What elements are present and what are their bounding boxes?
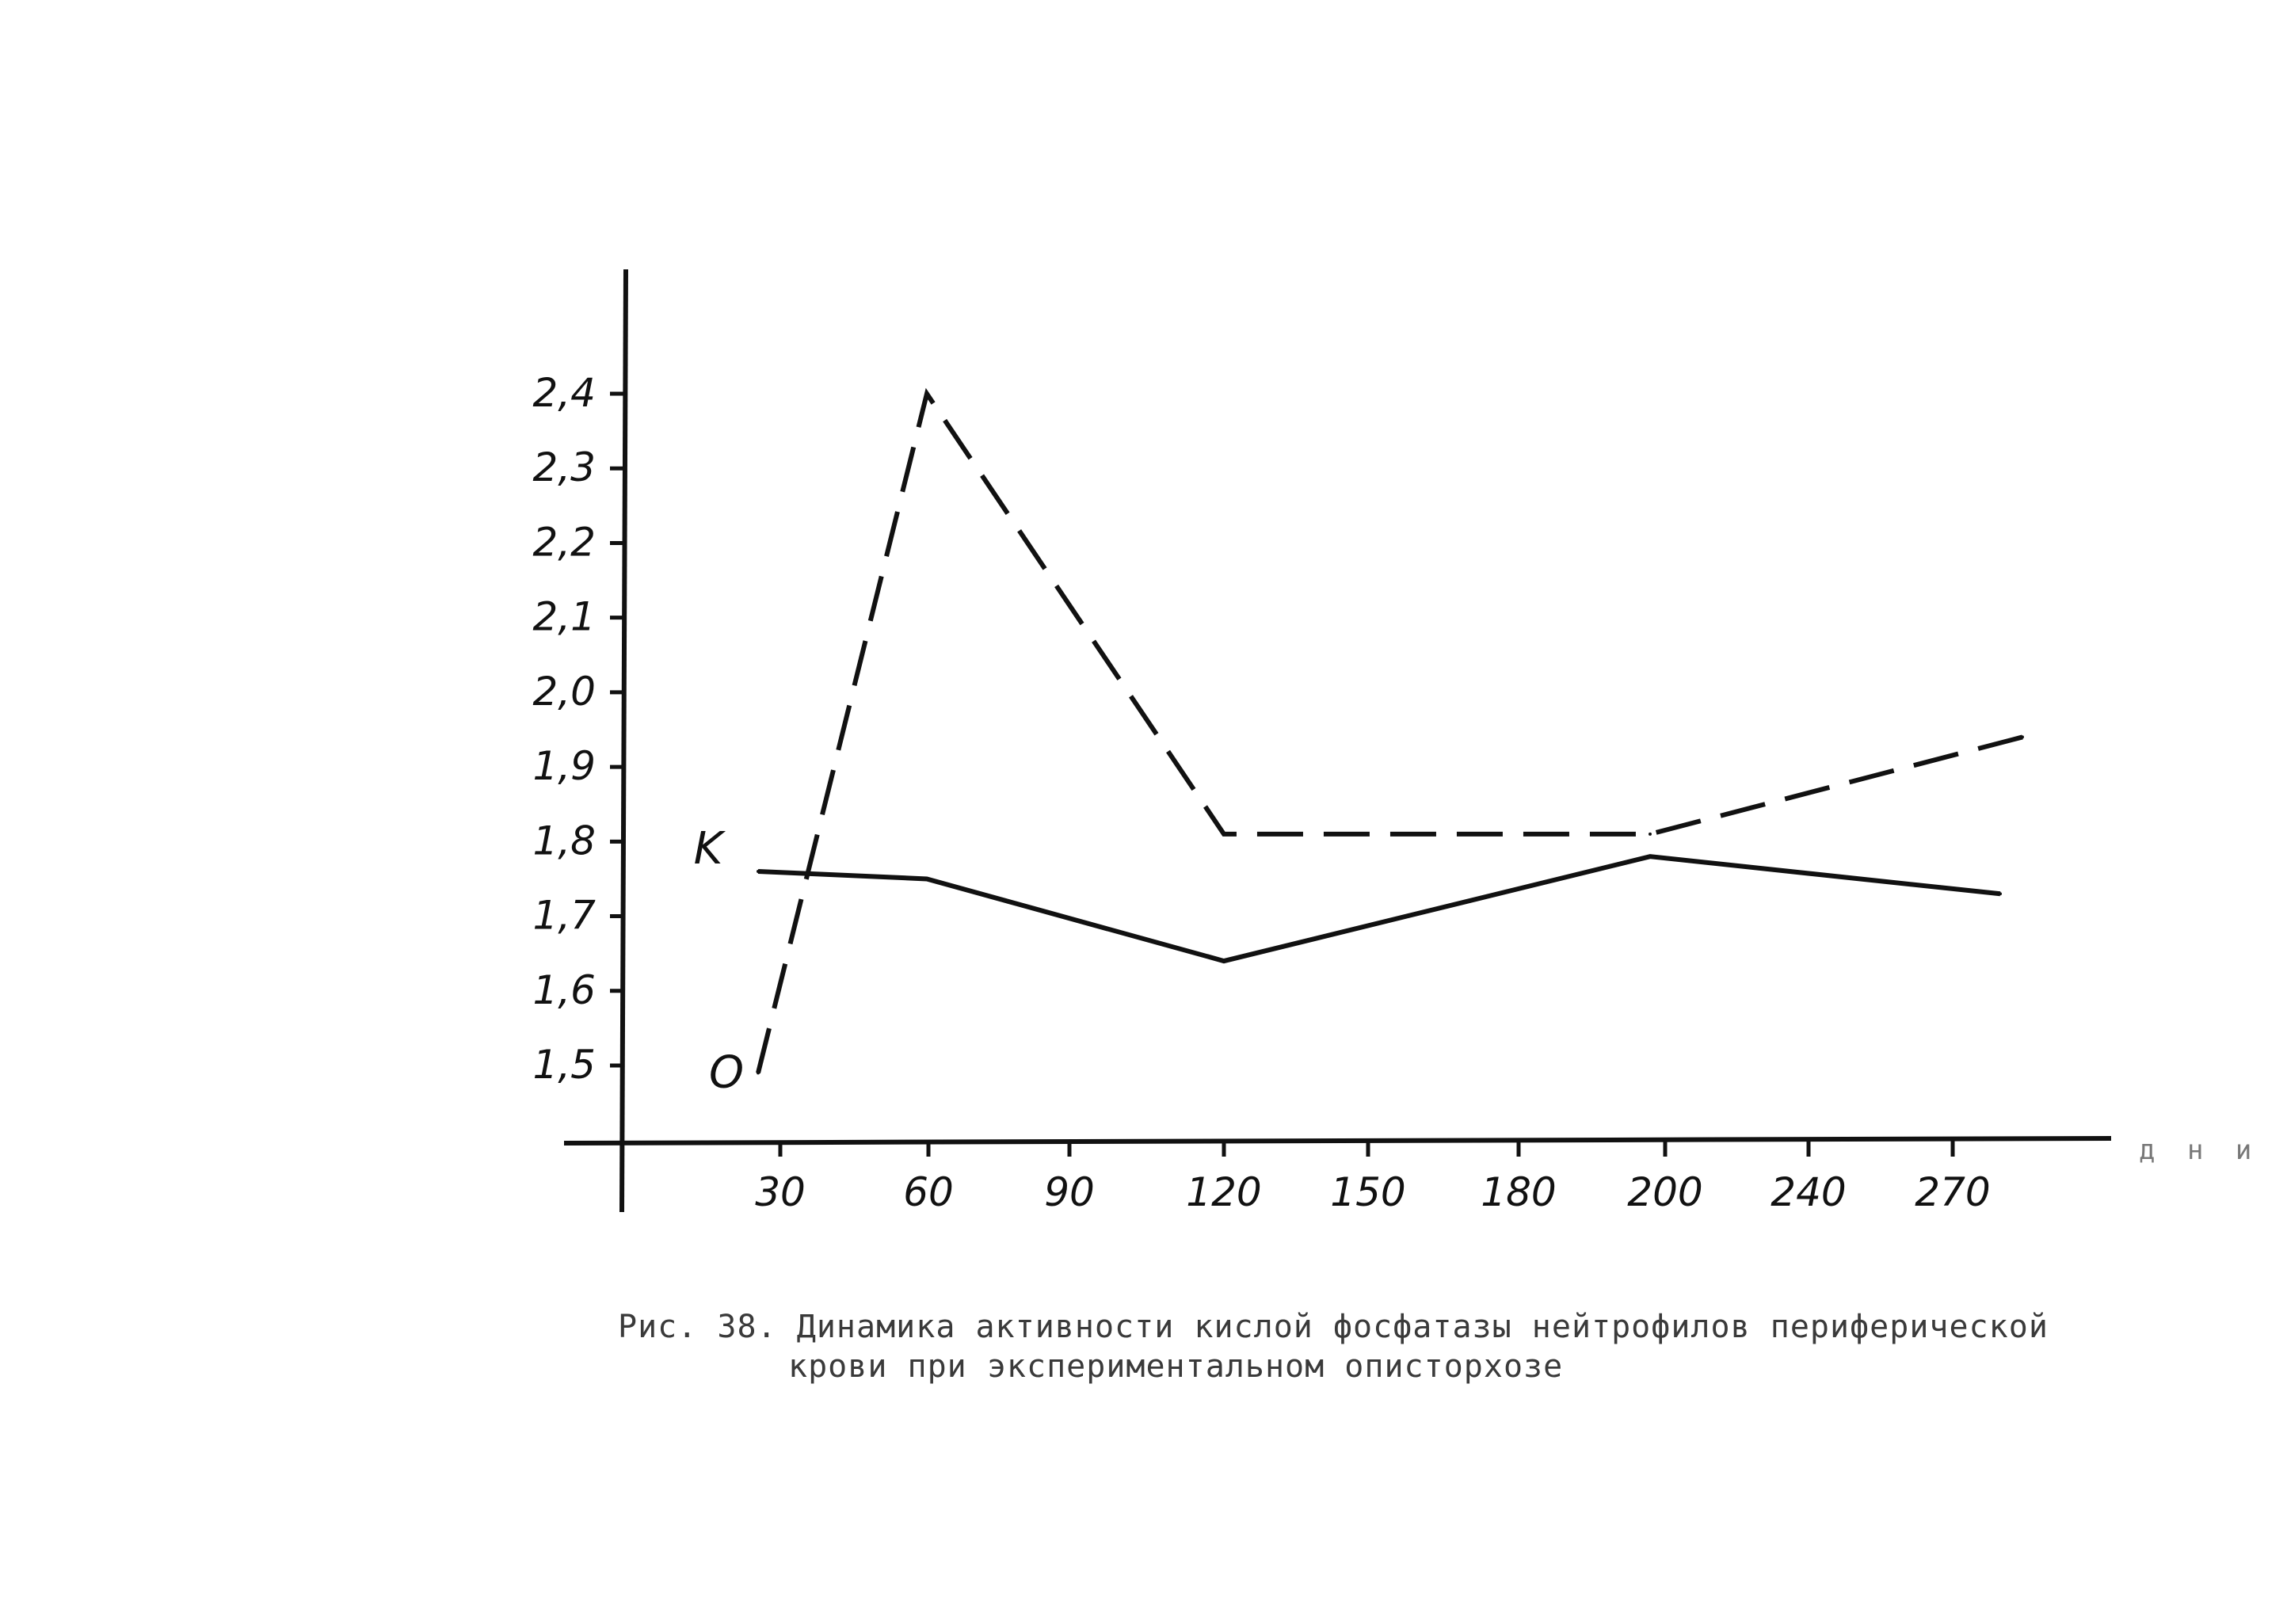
data-point: [757, 870, 760, 874]
y-tick-label: 2,2: [532, 519, 596, 565]
figure-caption: Рис. 38. Динамика активности кислой фосф…: [618, 1307, 2123, 1386]
x-tick-label: 30: [755, 1169, 806, 1215]
series-tag-K: K: [694, 823, 726, 875]
data-point: [757, 1071, 760, 1075]
x-tick-label: 90: [1044, 1169, 1095, 1215]
y-tick-label: 2,4: [532, 370, 596, 416]
x-unit-label: д н и: [2139, 1134, 2259, 1166]
series-tag-O: O: [709, 1046, 744, 1098]
x-tick-label: 60: [903, 1169, 954, 1215]
series-layer: OK: [694, 387, 2024, 1098]
series-line-K: [757, 854, 2001, 964]
data-point: [1999, 892, 2002, 896]
y-tick-label: 2,0: [532, 669, 596, 715]
data-point: [1222, 959, 1225, 963]
y-tick-label: 1,7: [532, 893, 596, 939]
y-tick-label: 1,5: [532, 1042, 596, 1088]
y-axis: [619, 269, 628, 1213]
x-tick-label: 120: [1186, 1169, 1261, 1215]
y-tick-label: 2,3: [532, 444, 596, 490]
x-tick-label: 180: [1481, 1169, 1556, 1215]
data-point: [1222, 832, 1225, 836]
data-point: [1649, 832, 1652, 836]
y-tick-label: 1,6: [532, 967, 596, 1013]
caption-line-1: Рис. 38. Динамика активности кислой фосф…: [618, 1309, 2049, 1345]
x-tick-label: 150: [1330, 1169, 1405, 1215]
x-ticks: 30 60 90 120 150 180 200 240 270: [755, 1141, 1991, 1215]
data-point: [925, 877, 928, 881]
series-line-O: [756, 387, 2023, 1074]
caption-line-2: крови при экспериментальном описторхозе: [788, 1348, 1564, 1385]
data-point: [2021, 735, 2024, 739]
data-point: [925, 392, 928, 395]
x-tick-label: 240: [1771, 1169, 1846, 1215]
data-point: [1649, 855, 1652, 859]
y-tick-label: 1,9: [532, 743, 596, 789]
x-tick-label: 270: [1915, 1169, 1990, 1215]
x-tick-label: 200: [1627, 1169, 1702, 1215]
y-tick-label: 1,8: [532, 818, 596, 863]
y-tick-label: 2,1: [532, 594, 596, 640]
x-axis: [563, 1136, 2112, 1146]
y-ticks: 1,5 1,6 1,7 1,8 1,9 2,0 2,1 2,2 2,3 2,4: [532, 370, 624, 1088]
